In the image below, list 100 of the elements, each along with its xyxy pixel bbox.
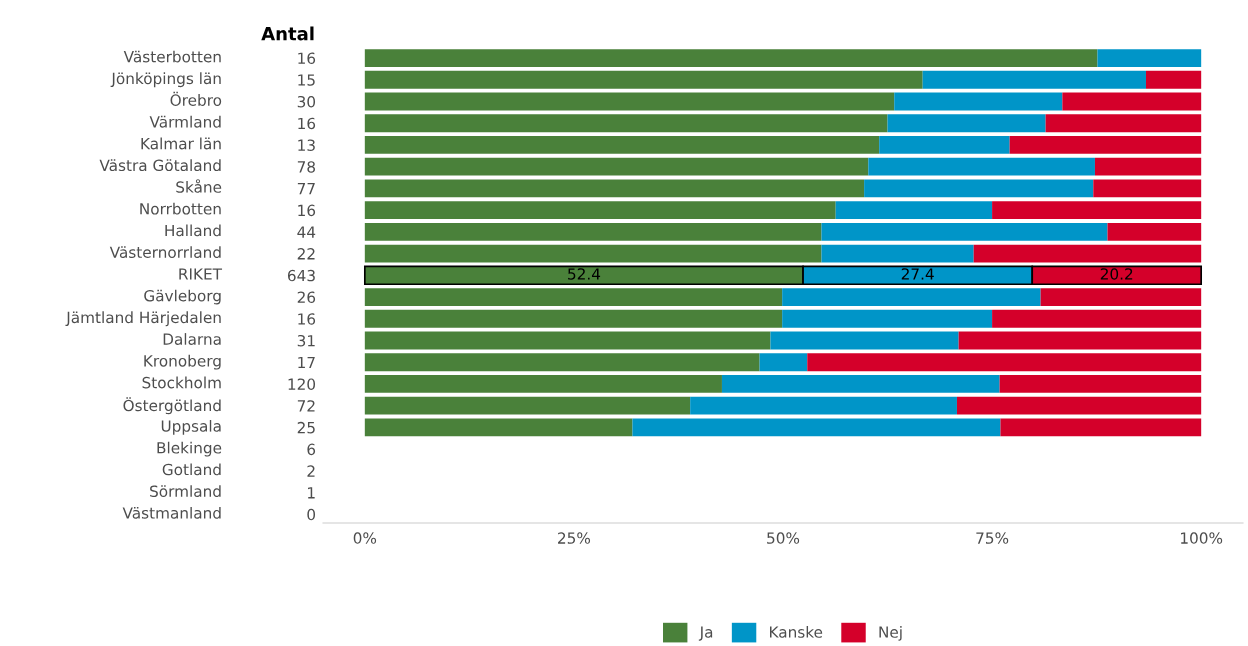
bar: [364, 396, 691, 415]
y2-tick-label: 25: [297, 421, 315, 434]
y-tick-label: Halland: [165, 224, 221, 237]
bar: [364, 309, 783, 328]
bar: [868, 157, 1095, 176]
data-label: 52.4: [568, 268, 601, 280]
y-tick-label: Skåne: [176, 179, 222, 193]
y2-tick-label: 22: [297, 248, 315, 260]
y2-tick-label: 13: [298, 139, 315, 151]
y2-tick-label: 16: [298, 117, 316, 130]
bar: [364, 353, 760, 372]
bar: [821, 244, 974, 263]
y2-tick-label: 120: [288, 378, 316, 390]
y2-tick-label: 16: [298, 52, 316, 65]
y-tick-label: Dalarna: [163, 333, 221, 345]
x-tick-label: 25%: [558, 532, 591, 544]
bar: [364, 375, 722, 393]
bar: [364, 92, 895, 111]
bar: [759, 353, 808, 372]
bar: [1097, 49, 1202, 67]
y-tick-label: Kronoberg: [144, 354, 221, 370]
y-tick-label: Örebro: [170, 91, 222, 106]
y-tick-label: Västernorrland: [109, 246, 221, 259]
y2-tick-label: 72: [297, 400, 315, 412]
y2-tick-label: 77: [297, 183, 315, 195]
x-tick-label: 75%: [976, 532, 1009, 544]
bar: [364, 244, 822, 263]
y-tick-label: Norrbotten: [140, 202, 221, 215]
bar: [894, 92, 1063, 111]
bar: [721, 375, 1000, 393]
bar: [364, 157, 869, 176]
legend-label: Ja: [698, 626, 713, 641]
bar: [1040, 288, 1202, 306]
bar: [864, 179, 1094, 198]
bar: [364, 201, 836, 220]
legend-label: Nej: [879, 626, 902, 641]
bar: [1009, 136, 1202, 154]
y2-tick-label: 16: [298, 313, 316, 325]
bar: [958, 331, 1202, 350]
bar: [364, 418, 633, 437]
bar: [364, 331, 771, 350]
bar: [879, 136, 1010, 154]
y2-tick-label: 44: [297, 226, 316, 238]
y2-tick-label: 17: [298, 356, 315, 369]
bar: [807, 353, 1202, 372]
bar: [973, 244, 1202, 263]
y2-tick-label: 2: [307, 465, 315, 477]
y-tick-label: Kalmar län: [141, 137, 221, 150]
bar: [364, 70, 923, 89]
y2-tick-label: 1: [308, 487, 315, 499]
bar: [364, 114, 888, 133]
bar: [1045, 114, 1202, 133]
y-tick-label: Östergötland: [123, 397, 221, 415]
data-label: 20.2: [1100, 268, 1133, 280]
y2-tick-label: 30: [297, 95, 316, 108]
bar: [992, 201, 1202, 220]
y2-tick-label: 15: [298, 74, 315, 86]
y-tick-label: Stockholm: [142, 376, 221, 389]
y-tick-label: Västerbotten: [123, 50, 221, 63]
data-label: 27.4: [901, 268, 934, 280]
y-tick-label: Jämtland Härjedalen: [65, 311, 221, 327]
legend-label: Kanske: [770, 626, 823, 638]
y-tick-label: Jönköpings län: [110, 72, 221, 88]
y-tick-label: Västmanland: [122, 506, 221, 519]
y-tick-label: Gotland: [162, 463, 221, 476]
x-tick-label: 0%: [353, 532, 377, 544]
bar: [782, 309, 993, 328]
bar: [1145, 70, 1202, 89]
bar: [821, 222, 1108, 241]
bar: [782, 288, 1041, 306]
bar: [887, 114, 1046, 133]
bar: [632, 418, 1001, 437]
y2-tick-label: 26: [297, 291, 316, 304]
x-tick-label: 50%: [767, 532, 800, 544]
y2-axis-title: Antal: [261, 26, 314, 41]
bar: [364, 222, 822, 241]
bar: [364, 136, 880, 154]
bar: [922, 70, 1146, 89]
y-tick-label: Blekinge: [157, 441, 222, 457]
bar: [1094, 157, 1202, 176]
bar: [364, 49, 1098, 67]
bar: [364, 288, 783, 306]
bar: [835, 201, 993, 220]
y-tick-label: Sörmland: [150, 485, 221, 498]
bar: [1093, 179, 1202, 198]
y2-tick-label: 643: [287, 269, 315, 282]
bar: [1062, 92, 1202, 111]
bar: [956, 396, 1202, 415]
bar: [690, 396, 957, 415]
x-tick-label: 100%: [1181, 532, 1223, 544]
y-tick-label: RIKET: [179, 268, 223, 280]
y-tick-label: Västra Götaland: [99, 159, 221, 172]
y-tick-label: Värmland: [149, 115, 221, 128]
bar: [1000, 418, 1202, 437]
y2-tick-label: 31: [297, 334, 315, 347]
bar: [770, 331, 959, 350]
bar: [999, 375, 1202, 393]
y-tick-label: Uppsala: [161, 420, 221, 435]
bar: [992, 309, 1202, 328]
y2-tick-label: 78: [297, 161, 316, 173]
